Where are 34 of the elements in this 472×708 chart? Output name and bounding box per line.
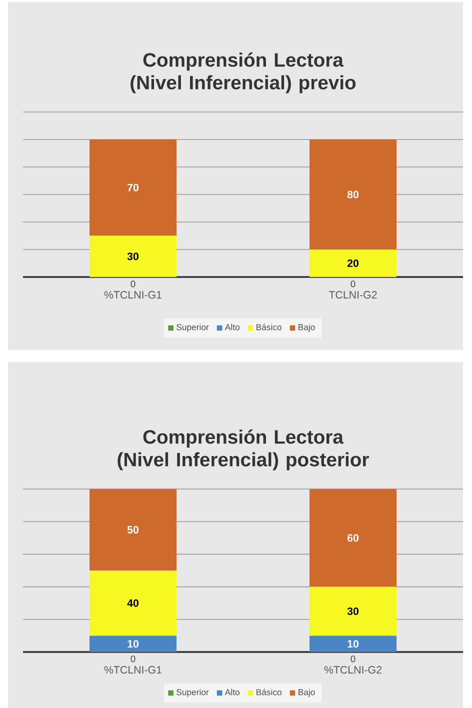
bar xyxy=(90,489,176,570)
data-label: 0 xyxy=(130,656,136,662)
chart-title: Comprensión Lectora (Nivel Inferencial) posterior xyxy=(118,429,369,470)
data-label: 0 xyxy=(130,280,136,288)
data-label: 0 xyxy=(350,656,356,662)
x-tick-label: %TCLNI-G1 xyxy=(104,666,162,674)
data-label: 30 xyxy=(347,607,358,616)
legend-label: Alto xyxy=(224,324,240,330)
data-label: 0 xyxy=(350,280,356,288)
data-label: 60 xyxy=(347,534,358,542)
chart-title: Comprensión Lectora (Nivel Inferencial) previo xyxy=(130,52,356,94)
data-label: 70 xyxy=(128,184,138,192)
legend-label: Bajo xyxy=(298,324,315,332)
data-label: 50 xyxy=(127,526,138,534)
legend-label: Superior xyxy=(176,324,209,332)
bar xyxy=(310,489,396,587)
data-label: 80 xyxy=(347,190,358,198)
x-tick-label: %TCLNI-G2 xyxy=(324,666,382,674)
data-label: 30 xyxy=(127,252,138,260)
bar xyxy=(310,636,396,652)
data-label: 10 xyxy=(128,640,138,648)
legend-label: Bajo xyxy=(298,688,315,697)
data-label: 40 xyxy=(127,599,138,607)
bar xyxy=(90,636,176,652)
data-label: 20 xyxy=(347,259,358,268)
x-tick-label: %TCLNI-G1 xyxy=(104,291,162,299)
bar xyxy=(90,570,176,636)
legend-label: Alto xyxy=(224,688,240,696)
legend-label: Básico xyxy=(256,688,282,696)
bar xyxy=(310,586,396,636)
x-tick-label: TCLNI-G2 xyxy=(328,291,377,299)
legend-label: Básico xyxy=(256,324,282,330)
legend-label: Superior xyxy=(176,688,209,697)
data-label: 10 xyxy=(348,640,358,648)
